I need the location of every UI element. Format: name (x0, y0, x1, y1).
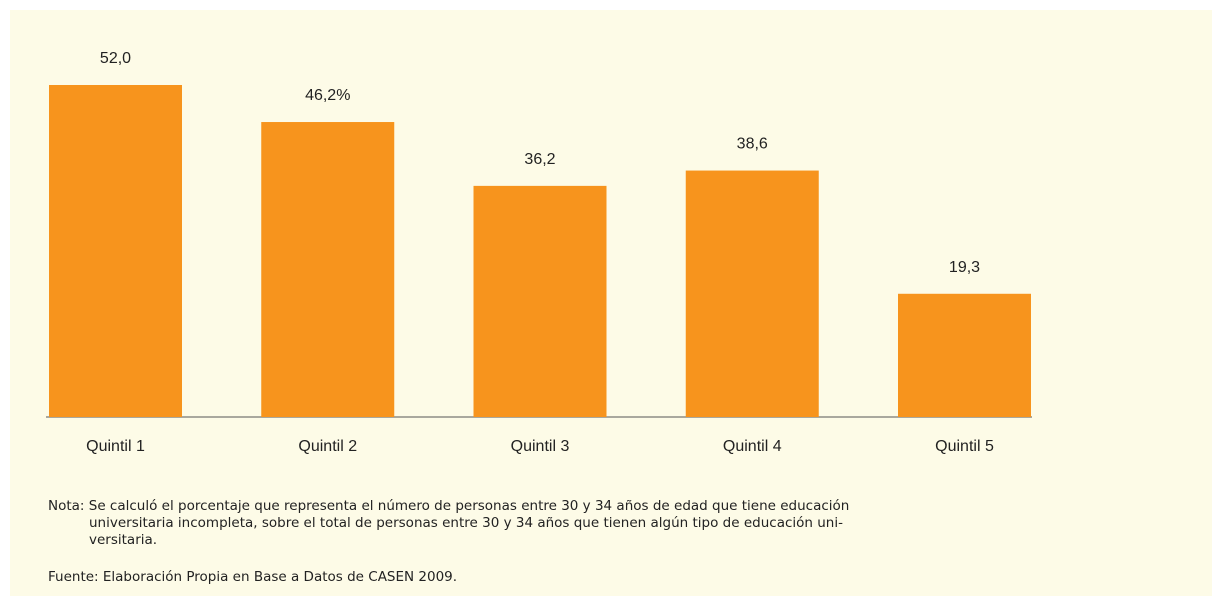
note: Nota: Se calculó el porcentaje que repre… (48, 498, 849, 549)
value-label: 38,6 (737, 136, 768, 153)
value-label: 19,3 (949, 259, 980, 276)
bar (898, 293, 1031, 417)
x-tick-label: Quintil 1 (86, 438, 145, 455)
note-line: Nota: Se calculó el porcentaje que repre… (48, 498, 850, 514)
value-label: 36,2 (524, 151, 555, 168)
bar (261, 122, 395, 418)
bar (473, 185, 607, 417)
value-label: 46,2% (305, 87, 350, 104)
note-line: universitaria incompleta, sobre el total… (89, 515, 843, 531)
chart: 52,0 Quintil 1 46,2% Quintil 2 36,2 Quintil 3… (46, 50, 1032, 455)
bar (49, 85, 182, 417)
note-line: versitaria. (89, 532, 158, 548)
value-label: 52,0 (100, 50, 131, 67)
source: Fuente: Elaboración Propia en Base a Dat… (48, 569, 458, 585)
x-tick-label: Quintil 4 (723, 438, 782, 455)
bar (685, 170, 819, 417)
x-tick-label: Quintil 3 (511, 438, 570, 455)
x-tick-label: Quintil 5 (935, 438, 994, 455)
x-tick-label: Quintil 2 (298, 438, 357, 455)
